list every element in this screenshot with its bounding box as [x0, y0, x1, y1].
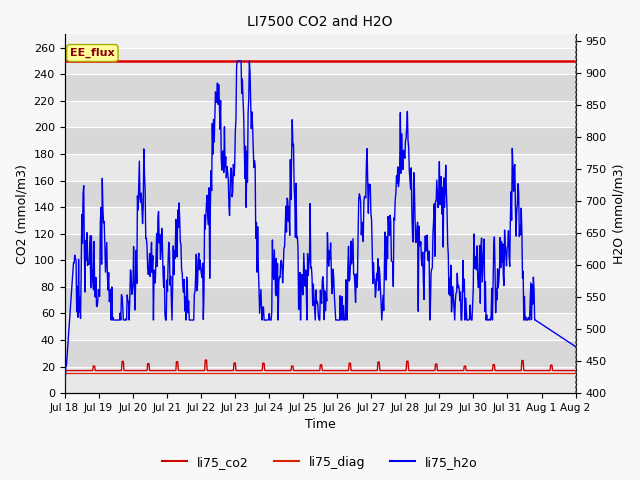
Bar [65, 127, 575, 154]
Bar [65, 48, 575, 74]
Title: LI7500 CO2 and H2O: LI7500 CO2 and H2O [247, 15, 393, 29]
Bar [65, 180, 575, 207]
Bar [65, 367, 575, 393]
X-axis label: Time: Time [305, 419, 335, 432]
Bar [65, 234, 575, 260]
Bar [65, 154, 575, 180]
Bar [65, 74, 575, 101]
Legend: li75_co2, li75_diag, li75_h2o: li75_co2, li75_diag, li75_h2o [157, 451, 483, 474]
Bar [65, 207, 575, 234]
Bar [65, 260, 575, 287]
Bar [65, 340, 575, 367]
Y-axis label: CO2 (mmol/m3): CO2 (mmol/m3) [15, 164, 28, 264]
Bar [65, 101, 575, 127]
Text: EE_flux: EE_flux [70, 48, 115, 58]
Bar [65, 287, 575, 313]
Y-axis label: H2O (mmol/m3): H2O (mmol/m3) [612, 164, 625, 264]
Bar [65, 313, 575, 340]
